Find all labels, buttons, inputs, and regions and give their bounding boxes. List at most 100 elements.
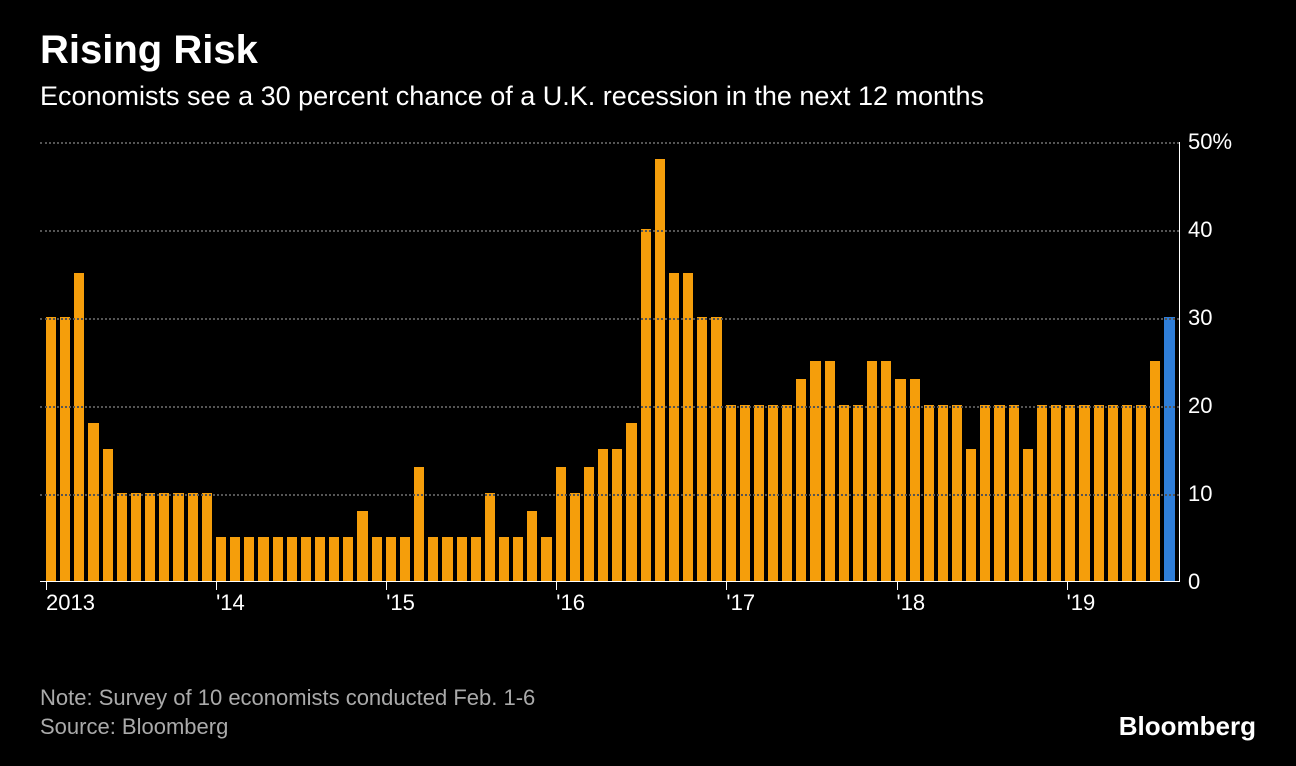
x-axis-label: '17 [726,590,755,616]
bar [301,537,311,581]
bar [1122,405,1132,581]
bar [499,537,509,581]
x-axis-label: '15 [386,590,415,616]
bar [541,537,551,581]
bar [910,379,920,581]
bar [1164,317,1174,581]
bar [386,537,396,581]
bar [188,493,198,581]
bar [556,467,566,581]
x-axis-tick [726,582,727,590]
y-axis-label: 10 [1188,481,1212,507]
bar [853,405,863,581]
bar [740,405,750,581]
bar [230,537,240,581]
bar [442,537,452,581]
bar [626,423,636,581]
bar [726,405,736,581]
x-axis-tick [46,582,47,590]
chart-title: Rising Risk [40,28,1256,73]
bar [782,405,792,581]
bar [258,537,268,581]
chart-area: 01020304050%2013'14'15'16'17'18'19 [40,142,1240,612]
x-axis-tick [386,582,387,590]
bar [938,405,948,581]
bar [697,317,707,581]
x-axis-label: '14 [216,590,245,616]
x-axis-tick [216,582,217,590]
bar [131,493,141,581]
bar [1094,405,1104,581]
bar [1037,405,1047,581]
chart-notes: Note: Survey of 10 economists conducted … [40,683,535,742]
bar [839,405,849,581]
bar [88,423,98,581]
bar [103,449,113,581]
bar [711,317,721,581]
bar [202,493,212,581]
chart-footer: Note: Survey of 10 economists conducted … [40,683,1256,742]
bar [414,467,424,581]
bar [584,467,594,581]
bar [570,493,580,581]
bloomberg-logo: Bloomberg [1119,711,1256,742]
chart-subtitle: Economists see a 30 percent chance of a … [40,81,1256,112]
bar [768,405,778,581]
x-axis-label: '19 [1067,590,1096,616]
bars-group [40,142,1179,581]
chart-source-line: Source: Bloomberg [40,712,535,742]
bar [513,537,523,581]
bar [117,493,127,581]
x-axis-label: '16 [556,590,585,616]
bar [357,511,367,581]
bar [810,361,820,581]
x-axis-tick [897,582,898,590]
bar [612,449,622,581]
gridline [40,142,1179,144]
bar [980,405,990,581]
y-axis-label: 20 [1188,393,1212,419]
bar [1079,405,1089,581]
chart-container: Rising Risk Economists see a 30 percent … [0,0,1296,766]
x-axis-tick [556,582,557,590]
bar [244,537,254,581]
bar [216,537,226,581]
x-axis-tick [1067,582,1068,590]
bar [173,493,183,581]
bar [598,449,608,581]
gridline [40,230,1179,232]
bar [159,493,169,581]
bar [287,537,297,581]
bar [881,361,891,581]
bar [796,379,806,581]
bar [1009,405,1019,581]
bar [825,361,835,581]
bar [315,537,325,581]
bar [428,537,438,581]
x-axis-label: 2013 [46,590,95,616]
bar [1023,449,1033,581]
bar [145,493,155,581]
bar [457,537,467,581]
chart-note-line: Note: Survey of 10 economists conducted … [40,683,535,713]
bar [527,511,537,581]
bar [1108,405,1118,581]
bar [1136,405,1146,581]
bar [952,405,962,581]
bar [994,405,1004,581]
bar [1150,361,1160,581]
gridline [40,494,1179,496]
bar [329,537,339,581]
bar [273,537,283,581]
plot-region [40,142,1180,582]
gridline [40,318,1179,320]
bar [966,449,976,581]
bar [1065,405,1075,581]
bar [46,317,56,581]
y-axis-label: 30 [1188,305,1212,331]
bar [372,537,382,581]
x-axis-label: '18 [897,590,926,616]
bar [1051,405,1061,581]
bar [343,537,353,581]
bar [655,159,665,581]
